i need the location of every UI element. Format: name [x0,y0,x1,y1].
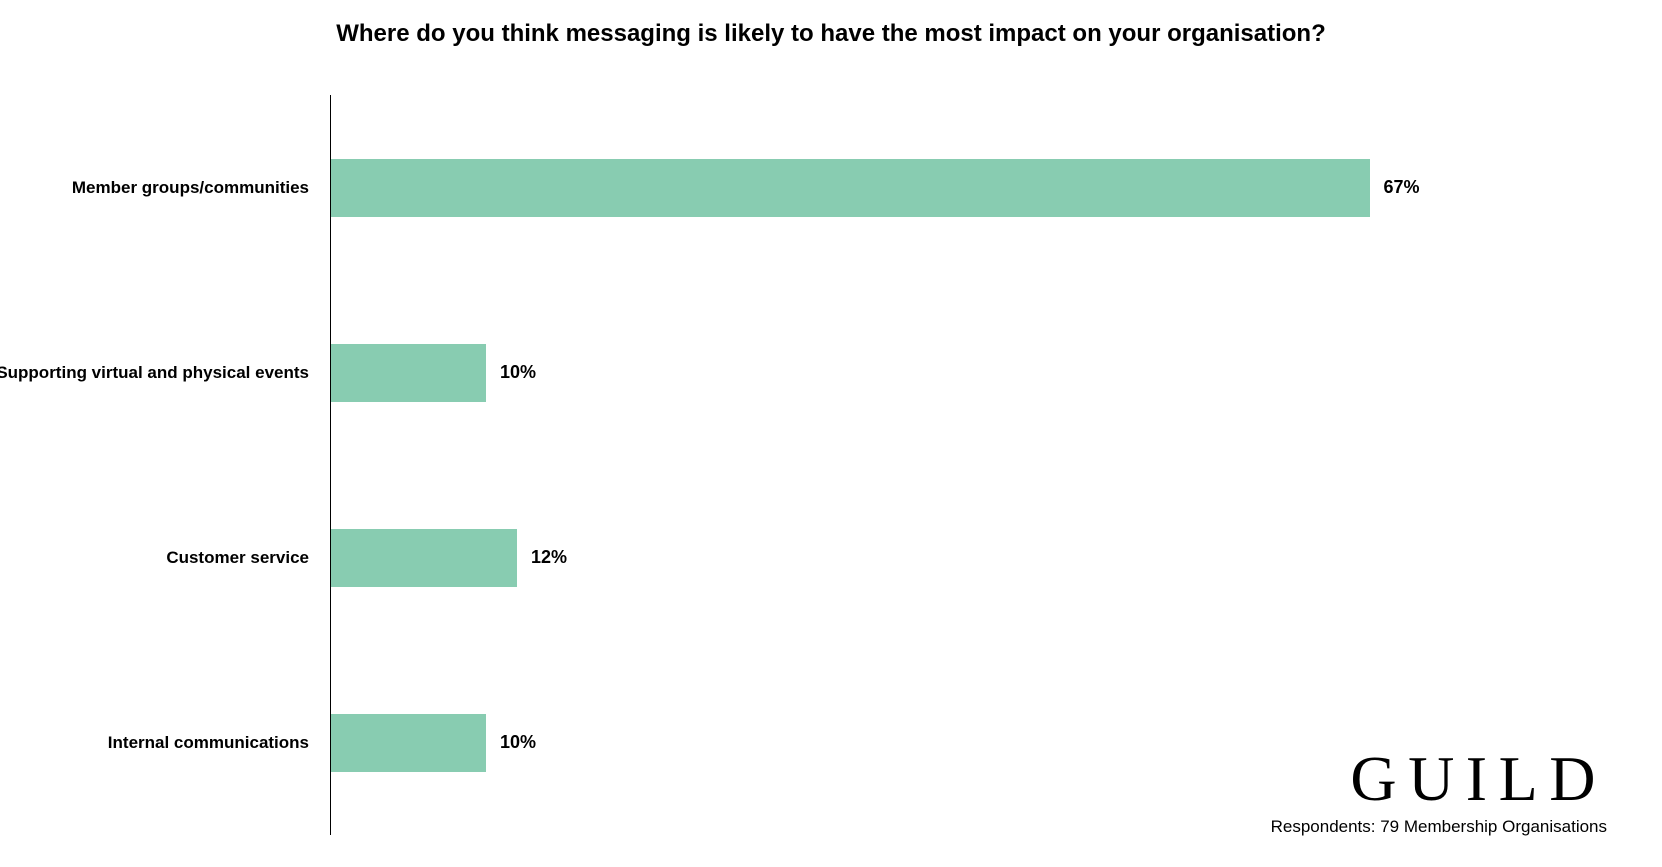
chart-title: Where do you think messaging is likely t… [0,20,1662,48]
chart-row: Member groups/communities67% [331,159,1570,217]
chart-value-label: 10% [500,362,536,383]
brand-logo: GUILD [1271,747,1607,811]
brand-subtitle: Respondents: 79 Membership Organisations [1271,817,1607,837]
chart-bar [331,344,486,402]
chart-bar [331,159,1370,217]
chart-category-label: Member groups/communities [72,178,309,198]
chart-container: Where do you think messaging is likely t… [0,0,1662,867]
chart-value-label: 10% [500,732,536,753]
chart-category-label: Internal communications [108,733,309,753]
chart-value-label: 12% [531,547,567,568]
chart-category-label: Customer service [166,548,309,568]
chart-bar [331,714,486,772]
chart-plot-area: Member groups/communities67% Supporting v… [330,95,1570,835]
chart-category-label: Supporting virtual and physical events [0,363,309,383]
chart-rows: Member groups/communities67% Supporting v… [331,95,1570,835]
chart-bar [331,529,517,587]
chart-row: Customer service12% [331,529,1570,587]
brand-block: GUILD Respondents: 79 Membership Organis… [1271,747,1607,837]
chart-value-label: 67% [1384,177,1420,198]
chart-row: Supporting virtual and physical events10… [331,344,1570,402]
